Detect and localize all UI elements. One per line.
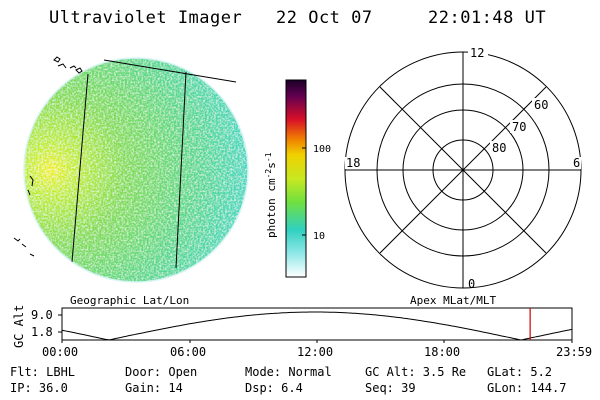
uv-image-disk	[23, 57, 249, 283]
x-tick-0000: 00:00	[42, 345, 79, 359]
time-label: 22:01:48 UT	[428, 8, 547, 28]
gain-status: Gain: 14	[125, 381, 183, 395]
lat-lon-line	[103, 59, 237, 83]
polar-plot	[344, 51, 582, 289]
x-tick-0600: 06:00	[170, 345, 207, 359]
lat-lon-grid	[71, 71, 187, 269]
mlt-label-0: 0	[468, 277, 475, 291]
filter-status: Flt: LBHL	[10, 365, 76, 379]
instrument-title: Ultraviolet Imager	[49, 8, 243, 28]
seq-status: Seq: 39	[365, 381, 416, 395]
mlt-label-18: 18	[346, 156, 360, 170]
mlat-label-60: 60	[534, 98, 548, 112]
polar-labels: 12 18 6 0 60 70 80	[345, 46, 581, 291]
mlt-label-6: 6	[573, 156, 580, 170]
colorbar-tick-100: 100	[313, 144, 331, 155]
mlt-label-12: 12	[470, 46, 484, 60]
altitude-curve	[62, 311, 572, 340]
glat-status: GLat: 5.2	[487, 365, 553, 379]
colorbar-tick-10: 10	[313, 231, 325, 242]
colorbar: 100 10 photon cm-2s-1	[264, 79, 331, 278]
coastline-fragments	[13, 56, 83, 257]
apex-caption: Apex MLat/MLT	[410, 294, 497, 307]
colorbar-unit-label: photon cm-2s-1	[264, 152, 278, 238]
timeline-ylabel: GC Alt	[12, 305, 26, 348]
gc-alt-status: GC Alt: 3.5 Re	[365, 365, 467, 379]
mode-status: Mode: Normal	[245, 365, 332, 379]
y-tick-9: 9.0	[31, 308, 53, 322]
x-tick-1800: 18:00	[424, 345, 461, 359]
x-tick-2359: 23:59	[556, 345, 593, 359]
mlat-label-70: 70	[512, 120, 526, 134]
glon-status: GLon: 144.7	[487, 381, 567, 395]
y-tick-1-8: 1.8	[31, 325, 53, 339]
x-tick-1200: 12:00	[297, 345, 334, 359]
geo-caption: Geographic Lat/Lon	[70, 294, 190, 307]
ip-status: IP: 36.0	[10, 381, 68, 395]
orbit-altitude-plot: GC Alt	[12, 305, 573, 348]
dsp-status: Dsp: 6.4	[245, 381, 303, 395]
door-status: Door: Open	[125, 365, 198, 379]
mlat-label-80: 80	[492, 141, 506, 155]
date-label: 22 Oct 07	[276, 8, 373, 28]
